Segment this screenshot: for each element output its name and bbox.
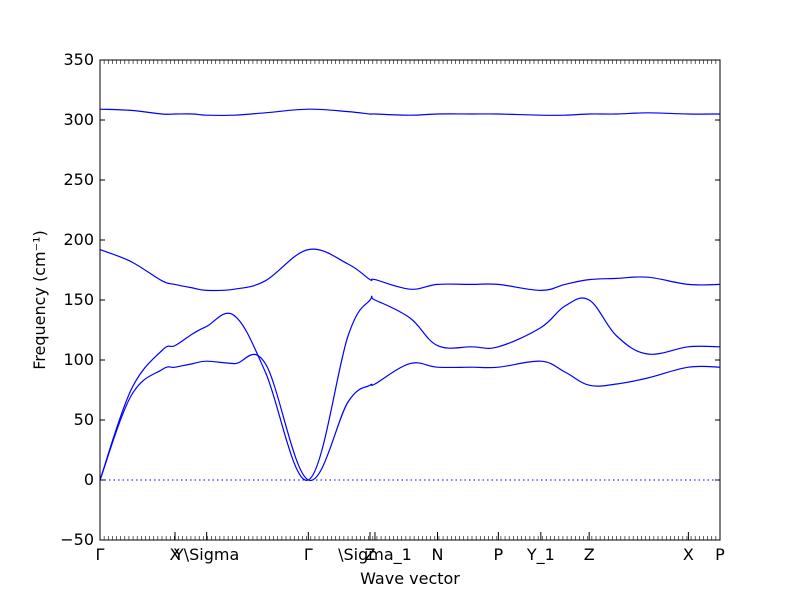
- y-tick-label: 350: [63, 50, 94, 69]
- y-tick-label: 100: [63, 350, 94, 369]
- plot-frame: [99, 59, 721, 541]
- y-tick-label: 0: [84, 470, 94, 489]
- band-line-2: [99, 295, 721, 481]
- k-point-label-12: P: [715, 545, 725, 564]
- k-point-label-9: Y_1: [526, 545, 555, 565]
- k-point-label-11: X: [683, 545, 694, 564]
- k-point-label-3: Y\Sigma: [173, 545, 239, 564]
- y-tick-label: −50: [60, 530, 94, 549]
- y-tick-label: 250: [63, 170, 94, 189]
- k-point-label-7: N: [432, 545, 444, 564]
- k-point-label-6: \Sigma_1: [338, 545, 412, 565]
- y-tick-label: 300: [63, 110, 94, 129]
- x-axis-label: Wave vector: [360, 569, 460, 588]
- y-tick-label: 50: [74, 410, 94, 429]
- band-line-1: [99, 353, 721, 481]
- k-point-label-2: X: [170, 545, 181, 564]
- lines-layer: [99, 108, 721, 481]
- k-point-label-1: Γ: [96, 545, 105, 564]
- k-point-label-5: Z: [365, 545, 376, 564]
- k-point-label-4: Γ: [304, 545, 313, 564]
- k-point-label-8: P: [494, 545, 504, 564]
- band-line-3: [99, 248, 721, 292]
- y-tick-label: 200: [63, 230, 94, 249]
- k-point-label-10: Z: [584, 545, 595, 564]
- y-axis-label: Frequency (cm⁻¹): [30, 230, 49, 369]
- band-line-4: [99, 108, 721, 117]
- y-tick-label: 150: [63, 290, 94, 309]
